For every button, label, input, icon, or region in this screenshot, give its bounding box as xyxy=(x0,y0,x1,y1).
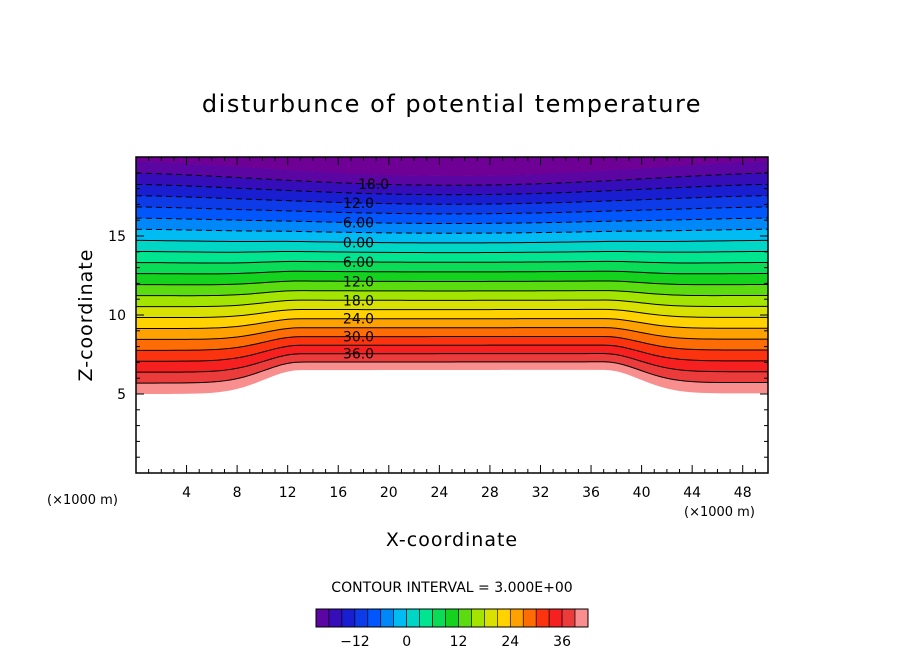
colorbar-cell xyxy=(354,608,369,628)
contour-line xyxy=(136,239,768,244)
contour-label: 18.0 xyxy=(358,177,389,193)
contour-label: 36.0 xyxy=(343,347,374,363)
contour-line xyxy=(136,228,768,234)
chart-title: disturbunce of potential temperature xyxy=(202,90,702,118)
plot-area: 36.030.0 24.0 18.0 12.0 6.00 0.00 6.00 12.0 18.0… xyxy=(108,156,769,501)
x-tick-label: 8 xyxy=(233,485,242,501)
x-tick-label: 24 xyxy=(430,485,448,501)
contour-label: 18.0 xyxy=(343,293,374,309)
contour-interval-text: CONTOUR INTERVAL = 3.000E+00 xyxy=(331,580,572,596)
colorbar-tick-label: 0 xyxy=(402,634,411,650)
contour-line xyxy=(136,280,768,286)
x-unit-right: (×1000 m) xyxy=(684,505,755,520)
colorbar-cell xyxy=(522,608,537,628)
colorbar-cell xyxy=(419,608,433,628)
colorbar-cell xyxy=(393,608,407,628)
contour-line xyxy=(136,344,768,362)
contour-line xyxy=(136,318,768,329)
y-tick-label: 15 xyxy=(108,229,126,245)
colorbar-frame xyxy=(315,608,589,628)
x-tick-label: 40 xyxy=(633,485,651,501)
x-axis-label: X-coordinate xyxy=(386,529,518,551)
colorbar-cell xyxy=(458,608,472,628)
contour-label: 6.00 xyxy=(343,255,374,271)
contour-line xyxy=(136,308,768,319)
colorbar-cell xyxy=(484,608,498,628)
contour-band xyxy=(136,251,768,264)
contour-label: 0.00 xyxy=(343,235,374,251)
colorbar xyxy=(315,608,589,628)
colorbar-cell xyxy=(497,608,511,628)
contour-label: 30.0 xyxy=(343,330,374,346)
x-tick-label: 48 xyxy=(734,485,752,501)
x-tick-label: 36 xyxy=(582,485,600,501)
contour-label: 12.0 xyxy=(343,196,374,212)
x-tick-label: 16 xyxy=(329,485,347,501)
below-surface-area xyxy=(136,369,768,473)
contour-band-top xyxy=(136,157,768,176)
colorbar-cell xyxy=(328,608,343,628)
contour-label: 12.0 xyxy=(343,274,374,290)
colorbar-cell xyxy=(561,608,576,628)
colorbar-cell xyxy=(315,608,330,628)
x-tick-label: 12 xyxy=(279,485,297,501)
x-tick-label: 4 xyxy=(182,485,191,501)
contour-line xyxy=(136,217,768,224)
contour-line xyxy=(136,172,768,186)
x-unit-left: (×1000 m) xyxy=(47,493,118,508)
contour-line xyxy=(136,299,768,308)
y-axis-label: Z-coordinate xyxy=(75,249,97,382)
colorbar-cell xyxy=(574,608,589,628)
y-tick-label: 5 xyxy=(117,387,126,403)
colorbar-tick-label: 36 xyxy=(553,634,571,650)
colorbar-tick-label: −12 xyxy=(340,634,370,650)
contour-line xyxy=(136,260,768,264)
contour-line xyxy=(136,361,768,384)
contour-line xyxy=(136,290,768,297)
contour-labels: 36.030.0 24.0 18.0 12.0 6.00 0.00 6.00 12.0 18.0 xyxy=(343,177,389,363)
colorbar-cell xyxy=(445,608,459,628)
contour-line xyxy=(136,183,768,196)
contour-line xyxy=(136,195,768,205)
colorbar-tick-label: 24 xyxy=(501,634,519,650)
colorbar-cell xyxy=(432,608,446,628)
contour-line xyxy=(136,335,768,351)
colorbar-cell xyxy=(548,608,563,628)
colorbar-cell xyxy=(380,608,395,628)
contour-line xyxy=(136,270,768,275)
colorbar-ticks: −12 0 12 24 36 xyxy=(340,634,571,650)
contour-label: 6.00 xyxy=(343,216,374,232)
colorbar-cell xyxy=(509,608,524,628)
colorbar-cell xyxy=(341,608,356,628)
contour-line xyxy=(136,206,768,215)
colorbar-cell xyxy=(367,608,382,628)
x-tick-label: 44 xyxy=(683,485,701,501)
contour-fill-bands xyxy=(136,157,768,473)
x-tick-label: 28 xyxy=(481,485,499,501)
contour-label: 24.0 xyxy=(343,312,374,328)
contour-line xyxy=(136,327,768,340)
contour-lines xyxy=(136,172,768,384)
colorbar-cell xyxy=(406,608,420,628)
contour-line xyxy=(136,353,768,373)
colorbar-cell xyxy=(535,608,550,628)
contour-line xyxy=(136,250,768,254)
colorbar-tick-label: 12 xyxy=(450,634,468,650)
x-tick-label: 20 xyxy=(380,485,398,501)
colorbar-cell xyxy=(471,608,485,628)
x-tick-label: 32 xyxy=(532,485,550,501)
y-tick-label: 10 xyxy=(108,308,126,324)
